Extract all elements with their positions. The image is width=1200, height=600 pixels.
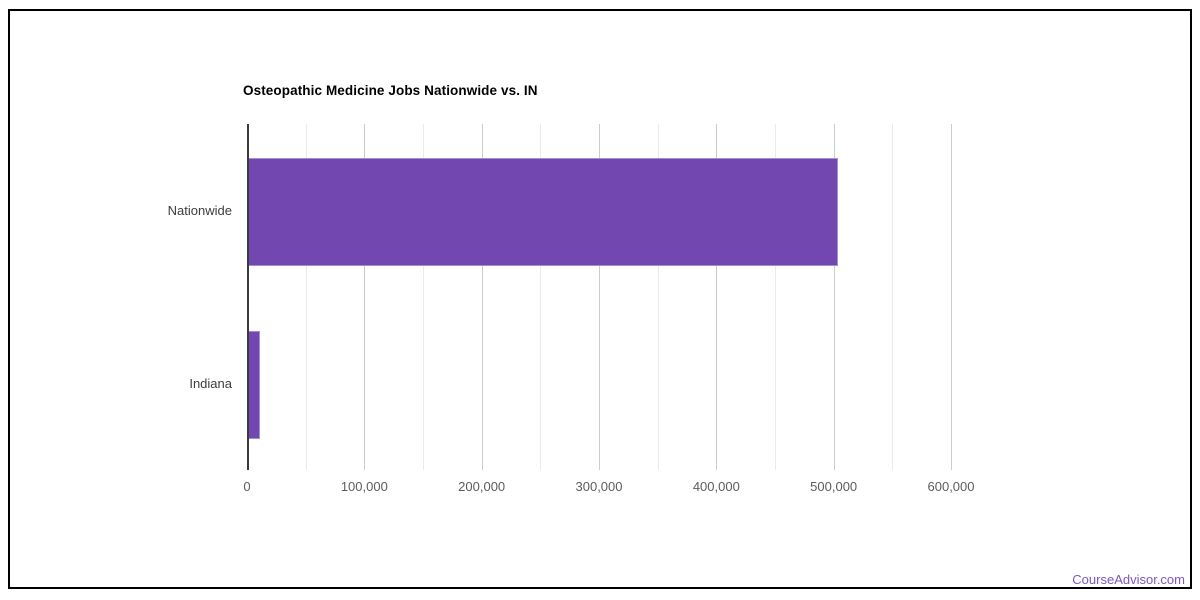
minor-gridline xyxy=(892,124,894,470)
x-tick-label-400000: 400,000 xyxy=(692,479,740,494)
minor-gridline xyxy=(657,124,659,470)
x-tick-label-100000: 100,000 xyxy=(340,479,388,494)
x-tick-label-600000: 600,000 xyxy=(927,479,975,494)
major-gridline xyxy=(599,124,600,470)
category-label-nationwide: Nationwide xyxy=(167,202,232,218)
courseadvisor-link[interactable]: CourseAdvisor.com xyxy=(1072,572,1185,587)
major-gridline xyxy=(364,124,366,470)
major-gridline xyxy=(481,124,483,470)
bar-nationwide[interactable] xyxy=(247,157,838,266)
minor-gridline xyxy=(540,124,542,470)
plot-area xyxy=(247,124,952,470)
x-tick-label-0: 0 xyxy=(243,479,251,494)
y-axis-line xyxy=(247,124,249,470)
minor-gridline xyxy=(305,124,307,470)
x-tick-label-500000: 500,000 xyxy=(810,479,858,494)
major-gridline xyxy=(951,124,952,470)
major-gridline xyxy=(716,124,718,470)
minor-gridline xyxy=(423,124,424,470)
chart-title: Osteopathic Medicine Jobs Nationwide vs.… xyxy=(243,83,538,98)
x-tick-label-200000: 200,000 xyxy=(458,479,506,494)
minor-gridline xyxy=(775,124,776,470)
bar-indiana[interactable] xyxy=(247,330,260,439)
category-label-indiana: Indiana xyxy=(189,375,232,391)
major-gridline xyxy=(833,124,835,470)
x-tick-label-300000: 300,000 xyxy=(575,479,623,494)
